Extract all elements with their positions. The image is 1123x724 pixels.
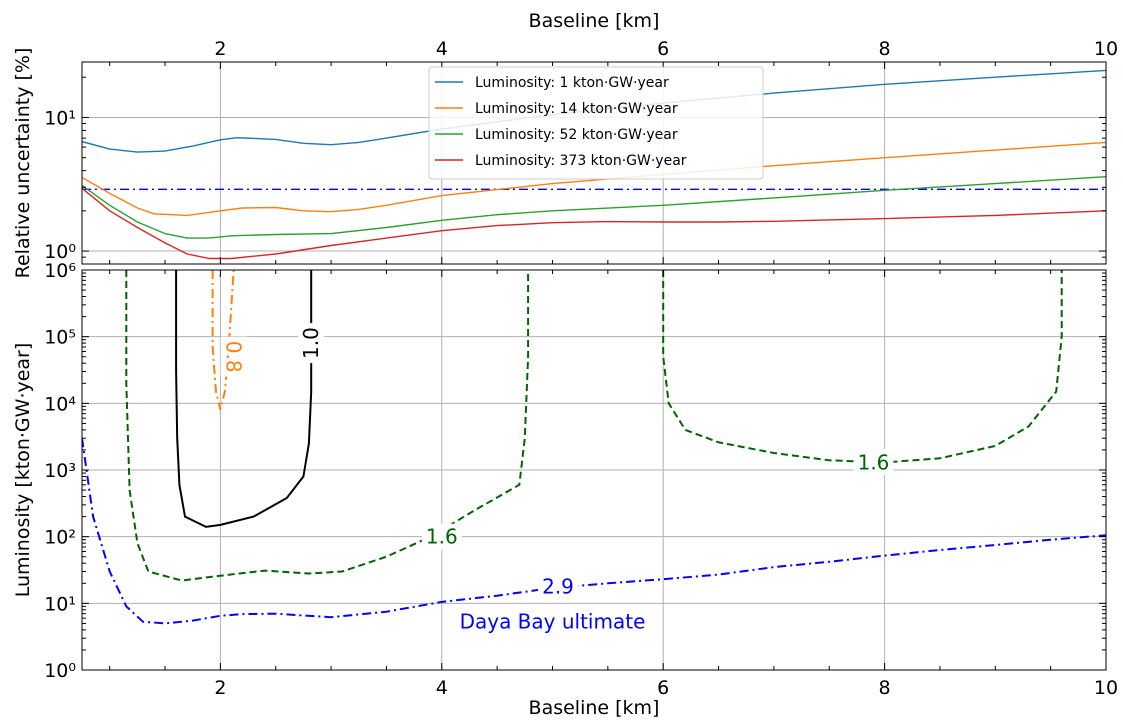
contour-label-text: 1.6 <box>858 450 890 474</box>
top-x-axis-title: Baseline [km] <box>529 10 660 32</box>
contour-label-bg <box>421 523 462 550</box>
top-y-tick-label: 10¹ <box>44 107 76 129</box>
bottom-y-tick-label: 10⁶ <box>44 260 76 282</box>
bottom-x-tick-label: 8 <box>879 677 891 699</box>
contour-label-0.8-1: 0.8 <box>220 336 247 377</box>
bottom-x-tick-label: 4 <box>436 677 448 699</box>
bottom-panel-contours <box>82 270 1106 625</box>
bottom-y-tick-label: 10⁰ <box>44 660 76 682</box>
contour-label-bg <box>538 573 578 600</box>
contour-line-2.9-5 <box>82 438 1106 625</box>
contour-label-text: 0.8 <box>222 341 246 373</box>
contour-labels: 0.8 1.0 1.6 1.6 2.9 Daya Bay ultimate <box>220 323 894 633</box>
series-line-2 <box>82 141 1106 217</box>
series-line-1 <box>82 69 1106 153</box>
legend-label-4: Luminosity: 373 kton·GW·year <box>475 153 687 169</box>
series-line-4 <box>82 187 1106 260</box>
top-y-tick-label: 10⁰ <box>44 241 76 263</box>
contour-label-text: 1.0 <box>299 327 323 359</box>
bottom-y-tick-label: 10⁵ <box>44 327 76 349</box>
bottom-x-axis-title: Baseline [km] <box>529 697 660 719</box>
bottom-x-tick-label: 10 <box>1094 677 1118 699</box>
contour-label-text: 1.6 <box>426 525 458 549</box>
top-y-axis-title: Relative uncertainty [%] <box>12 48 34 279</box>
bottom-x-tick-label: 6 <box>657 677 669 699</box>
top-x-tick-label: 8 <box>879 38 891 60</box>
contour-line-1.6-3 <box>125 270 530 582</box>
contour-line-0.8-1 <box>211 270 235 411</box>
top-panel-frame <box>81 61 1107 265</box>
contour-line-1.6-4 <box>662 270 1063 464</box>
bottom-y-tick-label: 10⁴ <box>44 393 76 415</box>
legend-label-1: Luminosity: 1 kton·GW·year <box>475 75 669 91</box>
contour-label-1.6-3: 1.6 <box>421 523 462 550</box>
legend-box <box>428 66 764 180</box>
top-panel-series <box>82 69 1106 260</box>
bottom-y-axis-title: Luminosity [kton·GW·year] <box>12 343 34 598</box>
bottom-y-tick-label: 10² <box>44 527 76 549</box>
contour-label-1.0-2: 1.0 <box>298 323 325 364</box>
contour-label-2.9-5: 2.9 <box>538 573 578 600</box>
contour-label-1.6-4: 1.6 <box>853 449 894 476</box>
top-panel-ticks: 2 4 6 8 10 10⁰ 10¹ <box>44 38 1118 265</box>
contour-label-bg <box>853 449 894 476</box>
bottom-y-tick-label: 10¹ <box>44 593 76 615</box>
top-x-tick-label: 10 <box>1094 38 1118 60</box>
legend-label-3: Luminosity: 52 kton·GW·year <box>475 127 678 143</box>
bottom-panel-ticks: 2 4 6 8 10 10⁰ 10¹ 10² 10³ 10⁴ 10⁵ 10⁶ <box>44 260 1118 699</box>
top-x-tick-label: 6 <box>657 38 669 60</box>
top-x-tick-label: 2 <box>214 38 226 60</box>
bottom-x-tick-label: 2 <box>214 677 226 699</box>
contour-label-bg <box>298 323 325 364</box>
legend-label-2: Luminosity: 14 kton·GW·year <box>475 101 678 117</box>
series-line-3 <box>82 176 1106 239</box>
legend: Luminosity: 1 kton·GW·year Luminosity: 14… <box>428 66 764 180</box>
contour-label-text: 2.9 <box>542 574 574 598</box>
contour-label-bg <box>220 336 247 377</box>
daya-bay-annotation: Daya Bay ultimate <box>460 609 646 633</box>
contour-line-1.0-2 <box>175 270 313 528</box>
top-x-tick-label: 4 <box>436 38 448 60</box>
bottom-y-tick-label: 10³ <box>44 460 76 482</box>
